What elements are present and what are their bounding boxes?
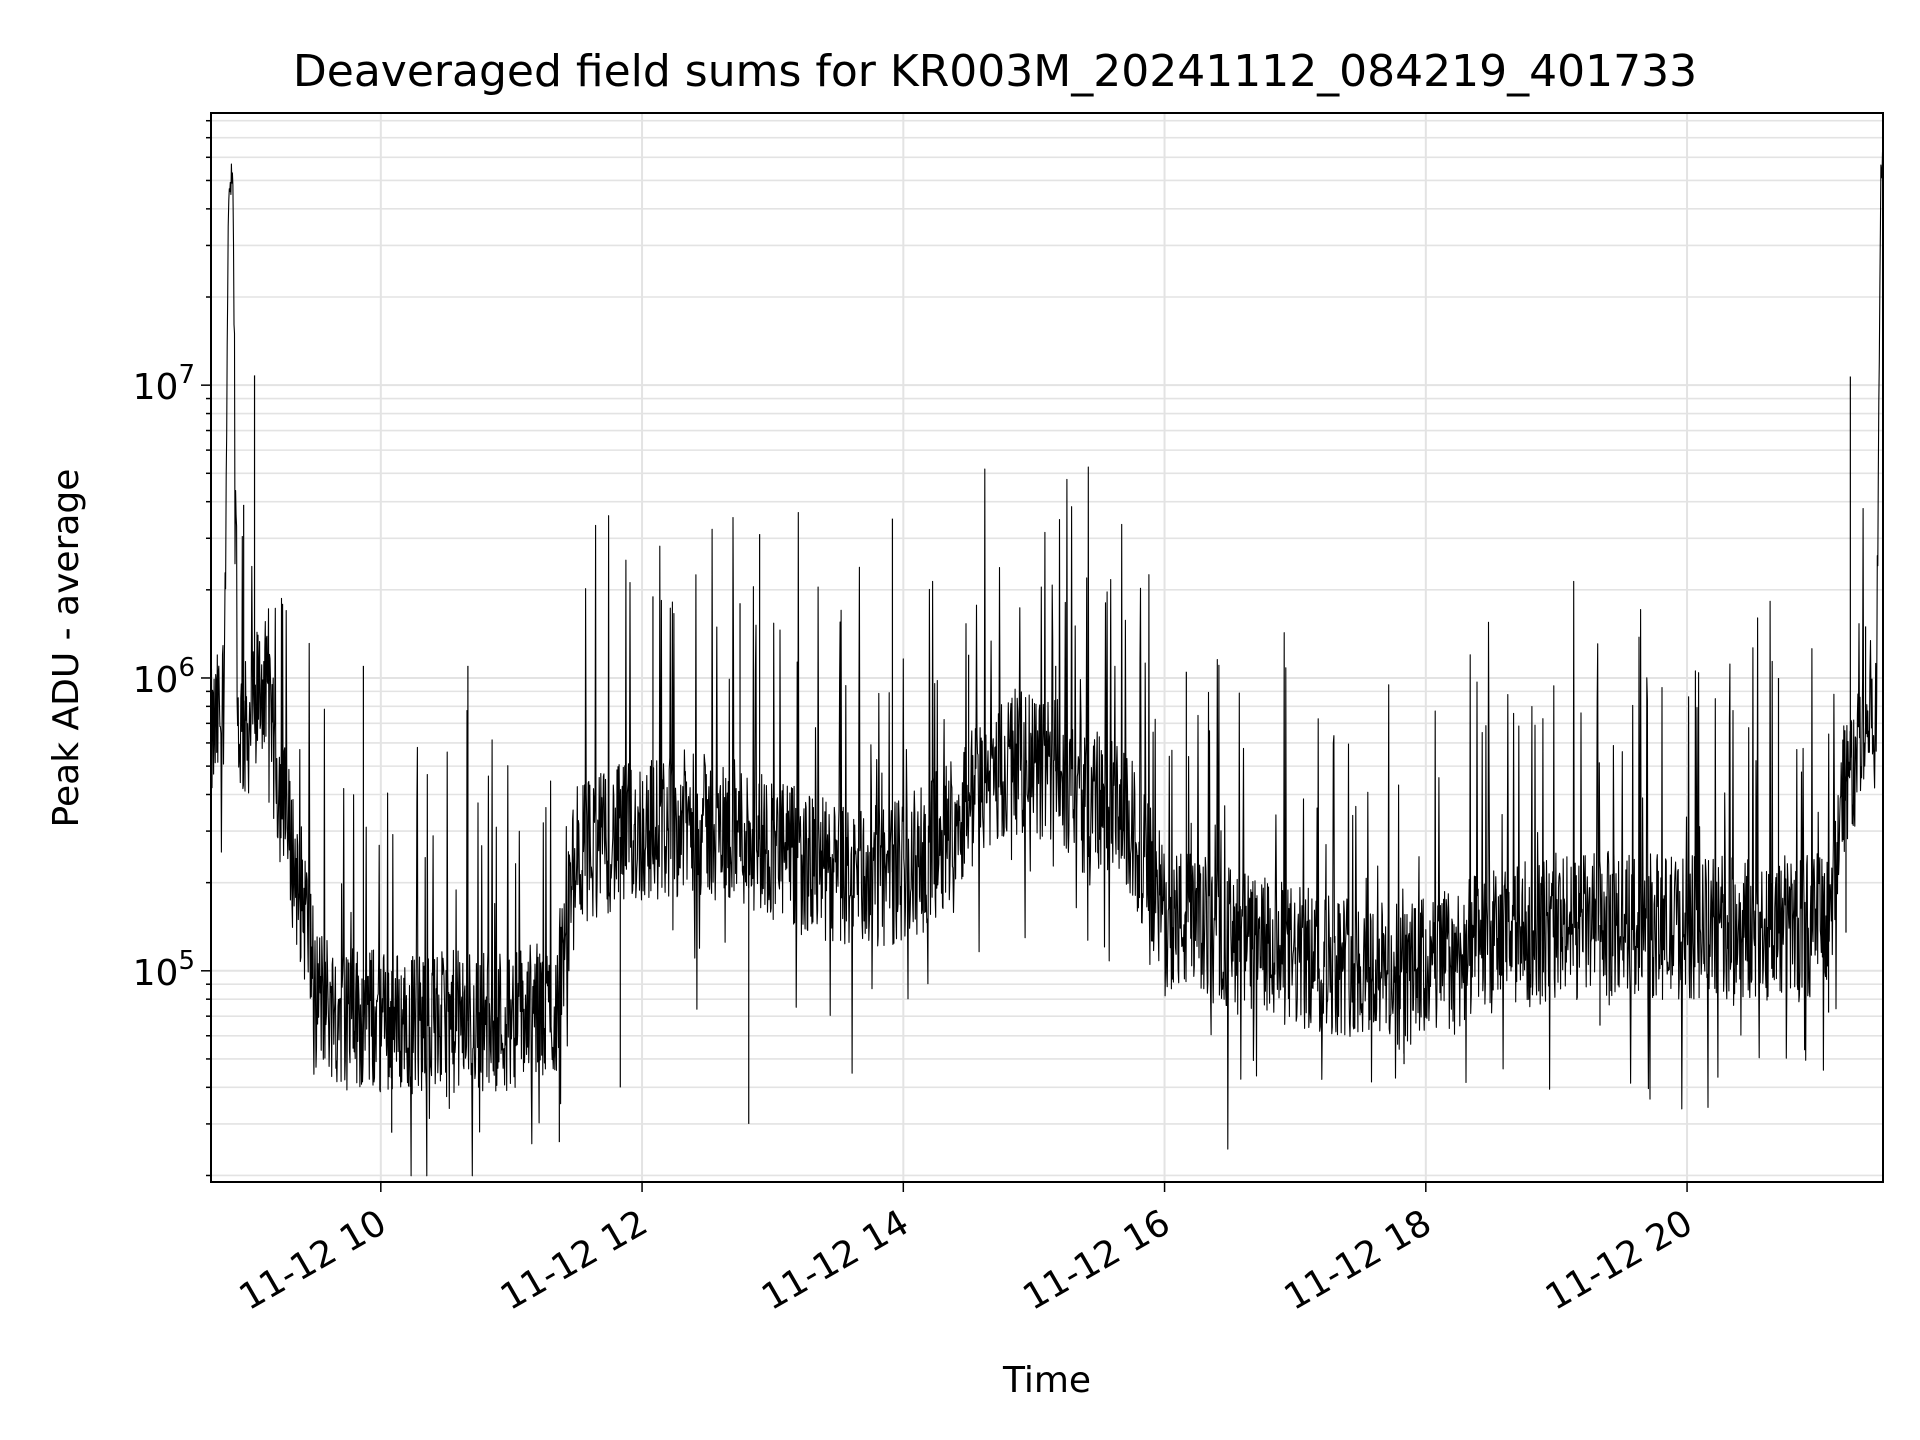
x-axis-label: Time bbox=[1002, 1360, 1091, 1401]
y-axis: 105 106 107 bbox=[133, 119, 211, 1177]
plot-area bbox=[210, 151, 1884, 1177]
y-tick-label: 106 bbox=[133, 653, 195, 701]
series-line bbox=[210, 151, 1884, 1177]
spike-layer bbox=[243, 375, 1867, 1143]
y-axis-label: Peak ADU - average bbox=[46, 469, 87, 828]
plot-frame bbox=[210, 112, 1884, 1183]
y-tick-label: 107 bbox=[133, 360, 195, 408]
y-tick-label: 105 bbox=[133, 946, 195, 994]
chart-title: Deaveraged field sums for KR003M_2024111… bbox=[293, 46, 1697, 97]
